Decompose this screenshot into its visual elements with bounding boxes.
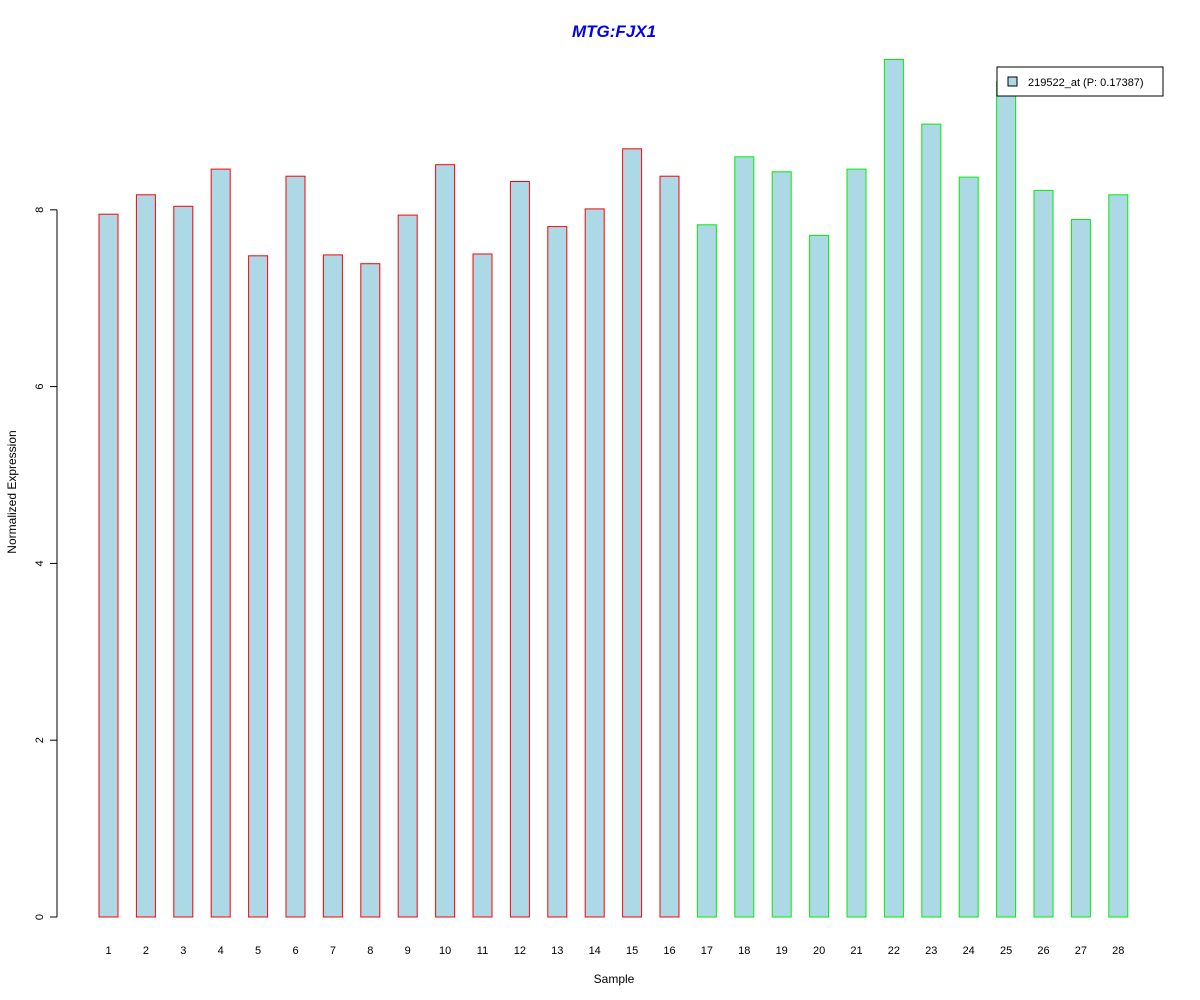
bar [883, 59, 904, 918]
bar [547, 226, 568, 918]
x-tick-label: 19 [776, 945, 788, 957]
x-tick-label: 2 [143, 945, 149, 957]
bar [285, 175, 306, 918]
x-tick-label: 27 [1075, 945, 1087, 957]
x-tick-label: 21 [850, 945, 862, 957]
x-axis-label: Sample [594, 972, 635, 986]
bar [322, 254, 343, 918]
x-tick-label: 23 [925, 945, 937, 957]
x-tick-label: 28 [1112, 945, 1124, 957]
bar [210, 168, 231, 918]
x-tick-label: 18 [738, 945, 750, 957]
x-tick-label: 1 [105, 945, 111, 957]
bar [696, 224, 717, 918]
legend: 219522_at (P: 0.17387) [996, 66, 1164, 97]
bar [846, 168, 867, 918]
bar [472, 253, 493, 918]
bar [996, 81, 1017, 918]
y-tick-label: 2 [34, 737, 46, 743]
x-tick-label: 13 [551, 945, 563, 957]
bar [584, 208, 605, 918]
y-tick-label: 6 [34, 384, 46, 390]
bar [958, 176, 979, 918]
y-tick-label: 0 [34, 914, 46, 920]
y-axis-label: Normalized Expression [5, 430, 19, 553]
x-tick-label: 15 [626, 945, 638, 957]
x-tick-label: 16 [663, 945, 675, 957]
x-tick-label: 12 [514, 945, 526, 957]
x-tick-label: 3 [180, 945, 186, 957]
x-tick-label: 26 [1037, 945, 1049, 957]
x-tick-label: 11 [477, 945, 488, 957]
x-tick-label: 5 [255, 945, 261, 957]
bars-group [98, 59, 1129, 918]
bar [1033, 189, 1054, 918]
legend-label: 219522_at (P: 0.17387) [1028, 77, 1144, 89]
bar [921, 123, 942, 918]
bar [809, 234, 830, 918]
x-tick-label: 20 [813, 945, 825, 957]
x-tick-labels: 1 2 3 4 5 6 7 8 9 10 11 12 13 14 15 16 17 18 19 20 21 22 23 24 2… [105, 945, 1124, 957]
bar [1070, 219, 1091, 918]
legend-box [996, 66, 1164, 97]
x-tick-label: 24 [963, 945, 975, 957]
bar [435, 164, 456, 918]
y-tick-label: 8 [34, 207, 46, 213]
bar [98, 213, 119, 918]
x-tick-label: 4 [218, 945, 224, 957]
bar [509, 181, 530, 918]
x-tick-label: 6 [292, 945, 298, 957]
bar [622, 148, 643, 918]
bar [173, 205, 194, 918]
bar [734, 156, 755, 918]
x-tick-label: 17 [701, 945, 713, 957]
bar [397, 214, 418, 918]
y-axis: 0 2 4 6 8 [34, 207, 58, 920]
x-tick-label: 25 [1000, 945, 1012, 957]
x-tick-label: 9 [405, 945, 411, 957]
bar [659, 175, 680, 918]
chart-title: MTG:FJX1 [572, 22, 656, 41]
bar [771, 171, 792, 918]
x-tick-label: 7 [330, 945, 336, 957]
x-tick-label: 8 [367, 945, 373, 957]
x-tick-label: 22 [888, 945, 900, 957]
bar [248, 255, 269, 918]
bar [135, 194, 156, 918]
bar [360, 263, 381, 918]
legend-swatch [1007, 76, 1018, 87]
x-tick-label: 10 [439, 945, 451, 957]
bar [1108, 194, 1129, 918]
y-tick-label: 4 [34, 560, 46, 566]
x-tick-label: 14 [589, 945, 601, 957]
